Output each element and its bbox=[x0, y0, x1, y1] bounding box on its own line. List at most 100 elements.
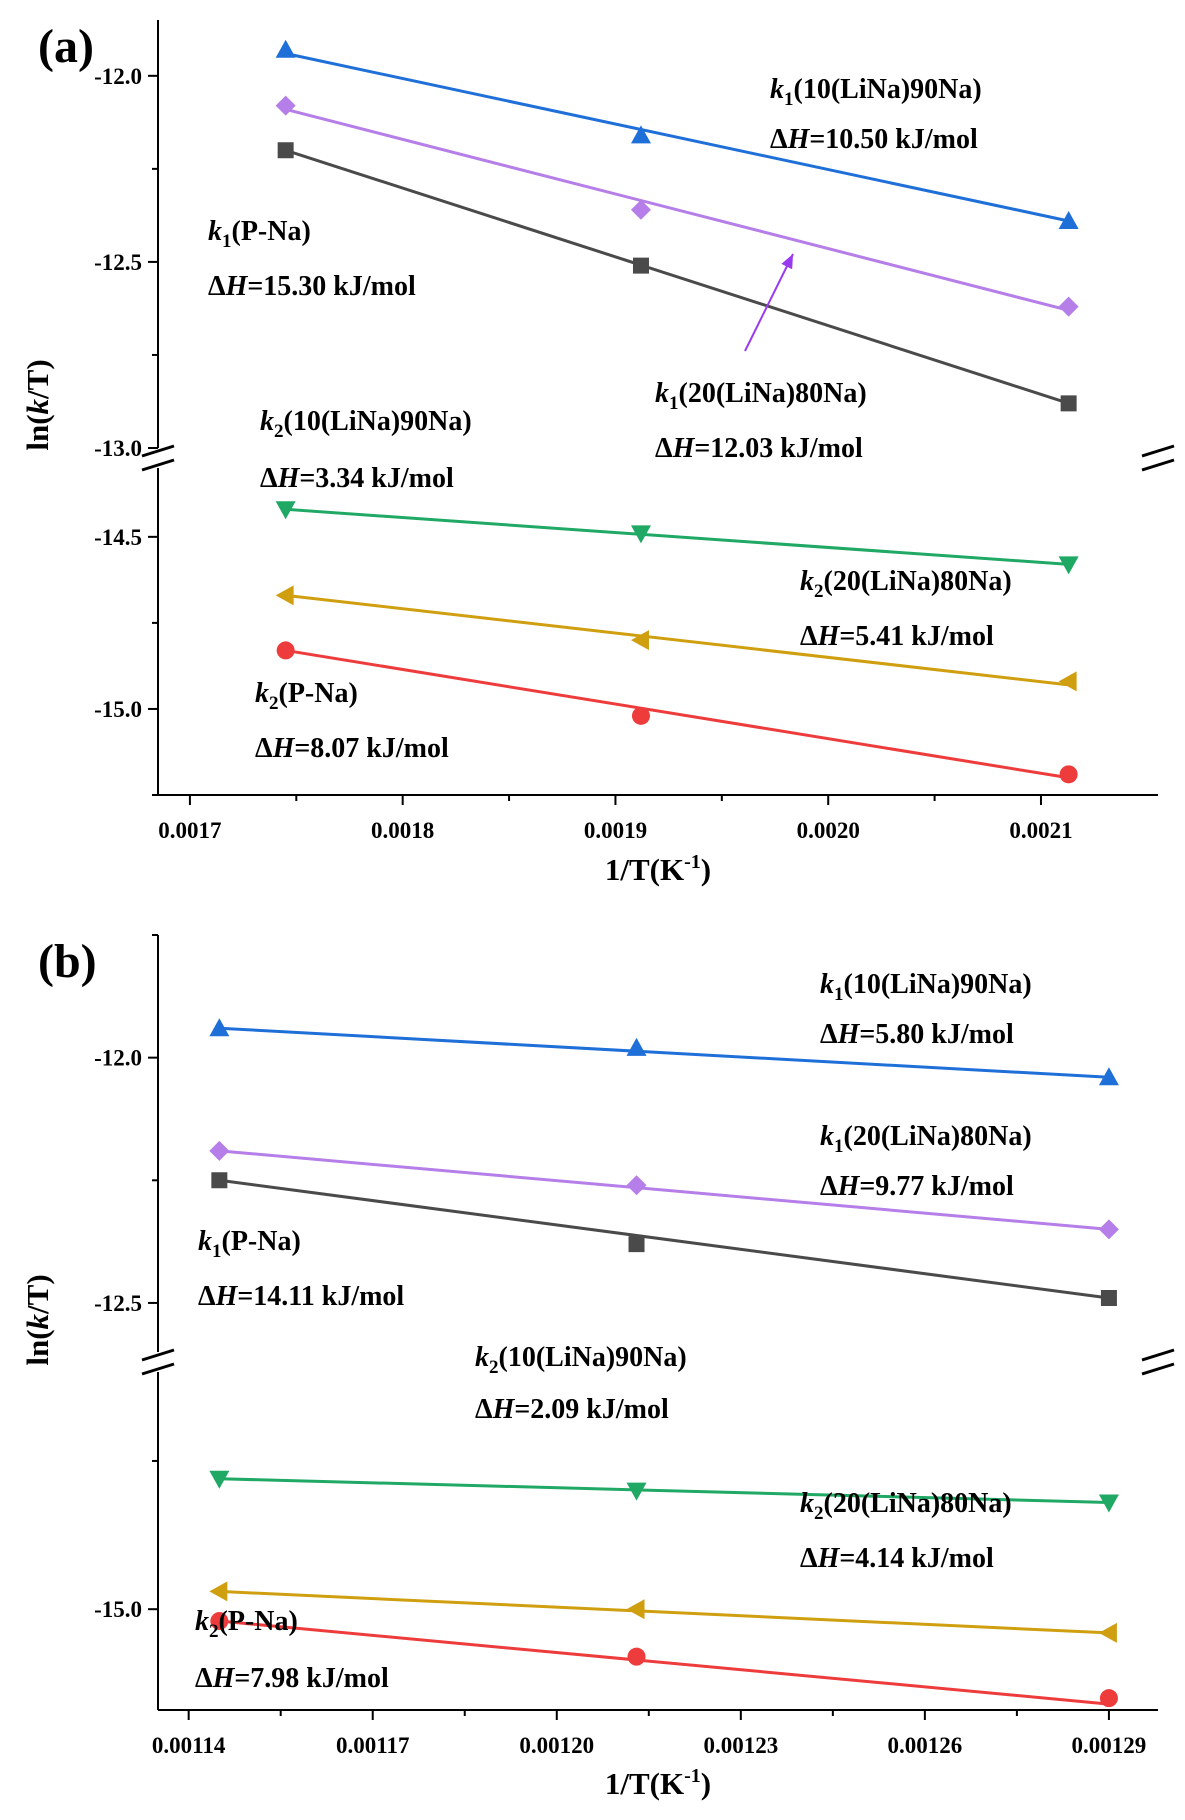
annotation-enthalpy: ΔH=15.30 kJ/mol bbox=[208, 271, 416, 302]
annotation-enthalpy-symbol: H bbox=[817, 1543, 841, 1574]
annotation-enthalpy-value: =10.50 kJ/mol bbox=[809, 124, 978, 155]
data-point-k1-10LiNa90Na bbox=[1058, 210, 1079, 229]
annotation-1: k1(20(LiNa)80Na) ΔH=9.77 kJ/mol bbox=[820, 1121, 1032, 1202]
annotation-enthalpy-value: =9.77 kJ/mol bbox=[859, 1171, 1014, 1202]
y-tick-label: -12.5 bbox=[94, 250, 142, 275]
annotation-enthalpy-symbol: H bbox=[277, 463, 301, 494]
x-tick-label: 0.00117 bbox=[336, 1733, 409, 1758]
fit-line-k2-20LiNa80Na bbox=[285, 593, 1069, 687]
annotation-enthalpy-symbol: H bbox=[215, 1281, 239, 1312]
x-axis-title-text: 1/T(K bbox=[605, 852, 684, 887]
annotation-rate-symbol: k bbox=[820, 1121, 834, 1152]
annotation-delta-symbol: Δ bbox=[475, 1394, 493, 1425]
annotation-rate-symbol: k bbox=[820, 969, 834, 1000]
x-tick-label: 0.00114 bbox=[152, 1733, 226, 1758]
annotation-rate-symbol: k bbox=[770, 74, 784, 105]
data-point-k1-10LiNa90Na bbox=[209, 1018, 230, 1037]
annotation-rate-label: k1(20(LiNa)80Na) bbox=[820, 1121, 1032, 1157]
annotation-enthalpy-symbol: H bbox=[837, 1171, 861, 1202]
annotation-sample-name: (P-Na) bbox=[279, 678, 358, 709]
annotation-rate-label: k1(P-Na) bbox=[198, 1226, 301, 1262]
data-point-k2-P-Na bbox=[1059, 765, 1078, 784]
annotation-rate-label: k2(P-Na) bbox=[195, 1606, 298, 1642]
annotation-enthalpy: ΔH=10.50 kJ/mol bbox=[770, 124, 978, 155]
fit-line-k2-10LiNa90Na bbox=[219, 1477, 1109, 1504]
annotation-5: k2(P-Na) ΔH=8.07 kJ/mol bbox=[255, 678, 449, 764]
annotation-enthalpy: ΔH=5.41 kJ/mol bbox=[800, 621, 994, 652]
annotation-delta-symbol: Δ bbox=[800, 621, 818, 652]
annotation-delta-symbol: Δ bbox=[260, 463, 278, 494]
fit-line-k2-P-Na bbox=[219, 1619, 1110, 1706]
annotation-1: k1(P-Na) ΔH=15.30 kJ/mol bbox=[208, 216, 416, 302]
annotation-arrow bbox=[744, 253, 794, 352]
annotation-rate-symbol: k bbox=[195, 1606, 209, 1637]
data-point-k1-P-Na bbox=[211, 1172, 228, 1189]
annotation-rate-subscript: 2 bbox=[814, 581, 824, 602]
x-tick-label: 0.0021 bbox=[1009, 818, 1072, 843]
y-tick-label: -12.5 bbox=[94, 1291, 142, 1316]
data-point-k2-10LiNa90Na bbox=[630, 525, 651, 544]
chart-panel-b: 0.00114 0.00117 0.00120 0.00123 0.00126 0.001… bbox=[20, 934, 1175, 1801]
annotation-sample-name: (20(LiNa)80Na) bbox=[824, 566, 1012, 597]
y-tick-label: -12.0 bbox=[94, 1046, 142, 1071]
annotation-rate-symbol: k bbox=[208, 216, 222, 247]
annotation-enthalpy-symbol: H bbox=[817, 621, 841, 652]
annotation-delta-symbol: Δ bbox=[800, 1543, 818, 1574]
y-tick-label: -15.0 bbox=[94, 1597, 142, 1622]
x-tick-label: 0.0019 bbox=[584, 818, 647, 843]
annotation-rate-label: k2(P-Na) bbox=[255, 678, 358, 714]
annotation-rate-label: k2(10(LiNa)90Na) bbox=[260, 406, 472, 442]
annotation-4: k2(20(LiNa)80Na)ΔH=5.41 kJ/mol bbox=[800, 566, 1012, 652]
fit-line-k2-P-Na bbox=[285, 648, 1069, 780]
annotation-enthalpy-value: =8.07 kJ/mol bbox=[294, 733, 449, 764]
series-k2-P-Na bbox=[276, 641, 1078, 784]
data-point-k1-20LiNa80Na bbox=[630, 199, 651, 220]
y-axis-title: ln(k/T) bbox=[20, 359, 55, 450]
annotation-delta-symbol: Δ bbox=[820, 1171, 838, 1202]
series-k2-10LiNa90Na bbox=[209, 1470, 1119, 1513]
x-axis-title-superscript: -1 bbox=[684, 851, 701, 873]
x-tick-label: 0.00126 bbox=[887, 1733, 962, 1758]
annotation-enthalpy-symbol: H bbox=[492, 1394, 516, 1425]
annotation-rate-label: k2(20(LiNa)80Na) bbox=[800, 1488, 1012, 1524]
annotation-rate-label: k1(P-Na) bbox=[208, 216, 311, 252]
data-point-k2-P-Na bbox=[1099, 1689, 1118, 1708]
data-point-k2-10LiNa90Na bbox=[209, 1470, 230, 1489]
data-point-k2-20LiNa80Na bbox=[626, 1599, 645, 1620]
annotation-enthalpy: ΔH=9.77 kJ/mol bbox=[820, 1171, 1014, 1202]
x-axis-title: 1/T(K-1) bbox=[605, 851, 711, 887]
annotation-rate-label: k1(10(LiNa)90Na) bbox=[770, 74, 982, 110]
annotation-rate-subscript: 2 bbox=[209, 1621, 219, 1642]
annotation-enthalpy: ΔH=5.80 kJ/mol bbox=[820, 1019, 1014, 1050]
x-tick-label: 0.00120 bbox=[519, 1733, 594, 1758]
annotation-delta-symbol: Δ bbox=[770, 124, 788, 155]
annotation-enthalpy: ΔH=7.98 kJ/mol bbox=[195, 1663, 389, 1694]
fit-line-k1-10LiNa90Na bbox=[285, 52, 1069, 223]
annotation-rate-subscript: 1 bbox=[834, 1136, 844, 1157]
series-k1-10LiNa90Na bbox=[275, 39, 1079, 229]
data-point-k1-10LiNa90Na bbox=[626, 1037, 647, 1056]
annotation-0: k1(10(LiNa)90Na)ΔH=5.80 kJ/mol bbox=[820, 969, 1032, 1050]
y-tick-label: -14.5 bbox=[94, 525, 142, 550]
annotation-enthalpy: ΔH=8.07 kJ/mol bbox=[255, 733, 449, 764]
annotation-rate-symbol: k bbox=[800, 1488, 814, 1519]
annotation-rate-subscript: 1 bbox=[834, 984, 844, 1005]
panel-label: (a) bbox=[38, 20, 94, 73]
series-k2-20LiNa80Na bbox=[275, 585, 1077, 692]
annotation-delta-symbol: Δ bbox=[198, 1281, 216, 1312]
y-axis-title-prefix: ln( bbox=[20, 1329, 55, 1365]
annotation-enthalpy: ΔH=2.09 kJ/mol bbox=[475, 1394, 669, 1425]
annotation-rate-subscript: 1 bbox=[222, 231, 232, 252]
data-point-k1-20LiNa80Na bbox=[1098, 1219, 1119, 1240]
data-point-k1-20LiNa80Na bbox=[626, 1175, 647, 1196]
annotation-rate-subscript: 1 bbox=[212, 1241, 222, 1262]
fit-line-k1-20LiNa80Na bbox=[219, 1149, 1110, 1231]
data-point-k2-P-Na bbox=[276, 641, 295, 660]
annotation-delta-symbol: Δ bbox=[195, 1663, 213, 1694]
data-point-k1-20LiNa80Na bbox=[275, 95, 296, 116]
data-point-k1-P-Na bbox=[1100, 1290, 1117, 1307]
annotation-enthalpy-value: =7.98 kJ/mol bbox=[234, 1663, 389, 1694]
x-tick-label: 0.00123 bbox=[703, 1733, 778, 1758]
y-axis-title-suffix: /T) bbox=[20, 1274, 55, 1315]
